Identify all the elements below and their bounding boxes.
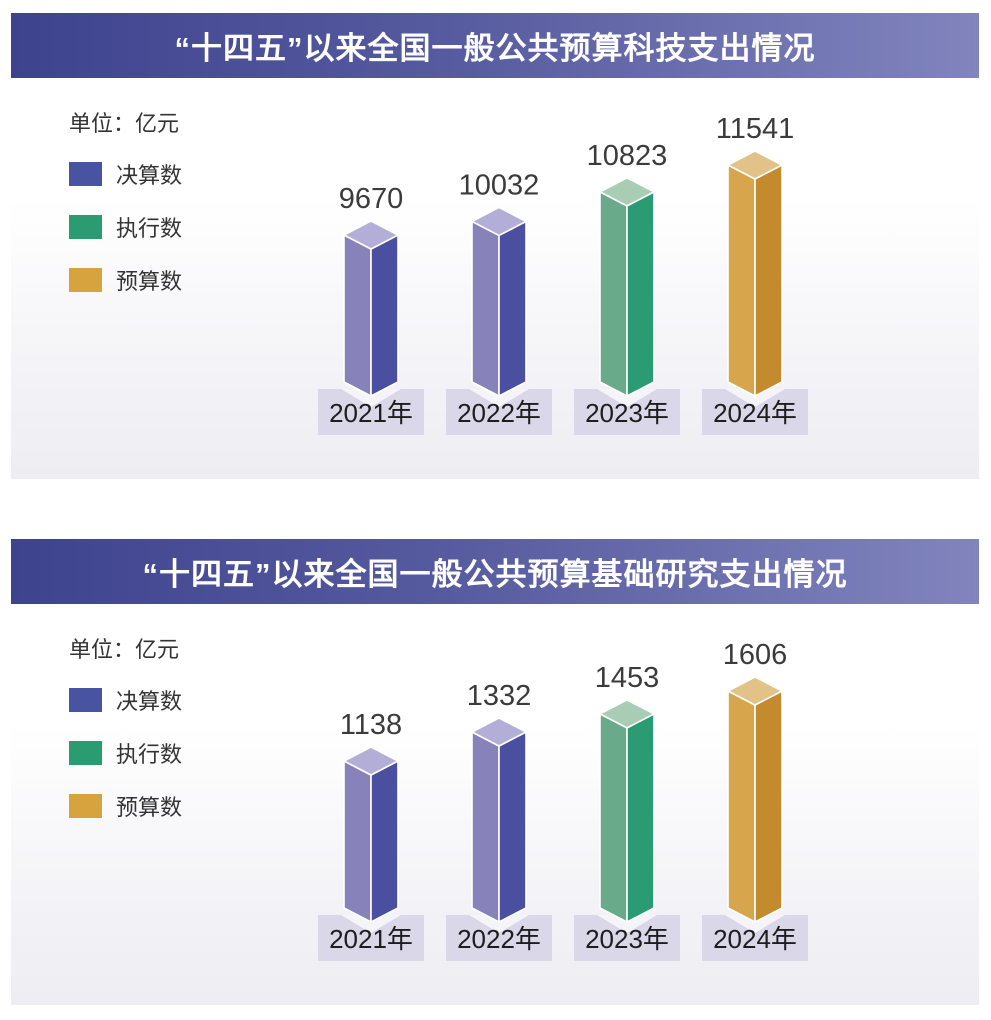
legend-label: 预算数 <box>116 269 183 294</box>
bar-right-face <box>498 731 527 923</box>
bar-group: 11541 2024年 <box>702 113 808 435</box>
bar-left-face <box>599 713 628 923</box>
bar-right-face <box>626 191 655 397</box>
value-label: 1332 <box>467 680 532 712</box>
year-box-notch <box>341 389 401 407</box>
bar-right-face <box>498 220 527 397</box>
year-label: 2021年 <box>329 398 413 428</box>
bar-left-face <box>471 220 500 397</box>
legend-item: 执行数 <box>69 737 182 769</box>
chart-legend: 决算数 执行数 预算数 <box>69 684 182 822</box>
bar-top-face <box>343 220 399 250</box>
legend-swatch-final-accounts <box>69 688 102 712</box>
year-box-notch <box>469 915 529 933</box>
chart-legend: 决算数 执行数 预算数 <box>69 158 182 296</box>
year-box-notch <box>725 915 785 933</box>
bar-chart: 1138 2021年 1332 2022年 1453 2023年 1606 2024年 <box>11 604 979 1005</box>
bar-top-face <box>471 206 527 237</box>
bar-top-face <box>599 699 655 729</box>
year-box-notch <box>341 915 401 933</box>
year-label: 2023年 <box>585 924 669 954</box>
year-label: 2023年 <box>585 398 669 428</box>
bar-left-face <box>343 234 372 397</box>
year-box-notch <box>725 389 785 407</box>
legend-swatch-execution <box>69 741 102 765</box>
bar-left-face <box>343 760 372 923</box>
year-label: 2024年 <box>713 398 797 428</box>
panel-title: “十四五”以来全国一般公共预算科技支出情况 <box>174 31 816 66</box>
bar-top-face <box>727 150 783 180</box>
value-label: 1606 <box>723 639 788 671</box>
bar-top-face <box>471 717 527 747</box>
value-label: 9670 <box>339 183 404 215</box>
chart-panel-basic-research-spending: “十四五”以来全国一般公共预算基础研究支出情况 1138 2021年 1332 202… <box>11 539 979 1005</box>
legend-item: 预算数 <box>69 264 182 296</box>
legend-swatch-execution <box>69 215 102 239</box>
bar-left-face <box>727 690 756 923</box>
panel-title: “十四五”以来全国一般公共预算基础研究支出情况 <box>142 557 848 592</box>
legend-label: 执行数 <box>116 216 183 241</box>
legend-swatch-final-accounts <box>69 162 102 186</box>
legend-swatch-budget <box>69 794 102 818</box>
year-label: 2021年 <box>329 924 413 954</box>
legend-item: 预算数 <box>69 790 182 822</box>
legend-label: 决算数 <box>116 689 183 714</box>
chart-body: 9670 2021年 10032 2022年 10823 2023年 11541 2024年 … <box>11 78 979 479</box>
value-label: 1453 <box>595 662 660 694</box>
bar-chart-svg: 1138 2021年 1332 2022年 1453 2023年 1606 2024年 <box>318 639 808 961</box>
unit-label: 单位：亿元 <box>69 637 180 662</box>
legend-label: 执行数 <box>116 742 183 767</box>
bar-top-face <box>727 676 783 706</box>
bar-group: 10823 2023年 <box>574 140 680 435</box>
year-box-notch <box>597 389 657 407</box>
value-label: 10032 <box>459 169 540 201</box>
legend-label: 预算数 <box>116 795 183 820</box>
bar-top-face <box>343 746 399 776</box>
value-label: 1138 <box>340 709 402 741</box>
year-box-notch <box>469 389 529 407</box>
panel-title-bar: “十四五”以来全国一般公共预算科技支出情况 <box>11 13 979 78</box>
unit-label: 单位：亿元 <box>69 111 180 136</box>
legend-swatch-budget <box>69 268 102 292</box>
bar-group: 1453 2023年 <box>574 662 680 961</box>
bar-right-face <box>370 760 399 923</box>
bar-chart-svg: 9670 2021年 10032 2022年 10823 2023年 11541 2024年 <box>318 113 808 435</box>
value-label: 10823 <box>587 140 668 172</box>
bar-group: 1332 2022年 <box>446 680 552 961</box>
legend-item: 执行数 <box>69 211 182 243</box>
year-label: 2024年 <box>713 924 797 954</box>
legend-item: 决算数 <box>69 158 182 190</box>
chart-panel-tech-spending: “十四五”以来全国一般公共预算科技支出情况 9670 2021年 10032 2022… <box>11 13 979 479</box>
legend-label: 决算数 <box>116 163 183 188</box>
chart-body: 1138 2021年 1332 2022年 1453 2023年 1606 2024年 单位：… <box>11 604 979 1005</box>
bar-right-face <box>754 164 783 397</box>
bar-right-face <box>370 234 399 397</box>
bar-group: 1138 2021年 <box>318 709 424 961</box>
bar-group: 9670 2021年 <box>318 183 424 435</box>
bar-right-face <box>754 690 783 923</box>
value-label: 11541 <box>716 113 795 145</box>
bar-top-face <box>599 177 655 207</box>
year-label: 2022年 <box>457 924 541 954</box>
bar-group: 1606 2024年 <box>702 639 808 961</box>
year-box-notch <box>597 915 657 933</box>
bar-group: 10032 2022年 <box>446 169 552 435</box>
bar-left-face <box>471 731 500 923</box>
year-label: 2022年 <box>457 398 541 428</box>
bar-chart: 9670 2021年 10032 2022年 10823 2023年 11541 2024年 <box>11 78 979 479</box>
bar-left-face <box>599 191 628 397</box>
panel-title-bar: “十四五”以来全国一般公共预算基础研究支出情况 <box>11 539 979 604</box>
legend-item: 决算数 <box>69 684 182 716</box>
bar-right-face <box>626 713 655 923</box>
bar-left-face <box>727 164 756 397</box>
